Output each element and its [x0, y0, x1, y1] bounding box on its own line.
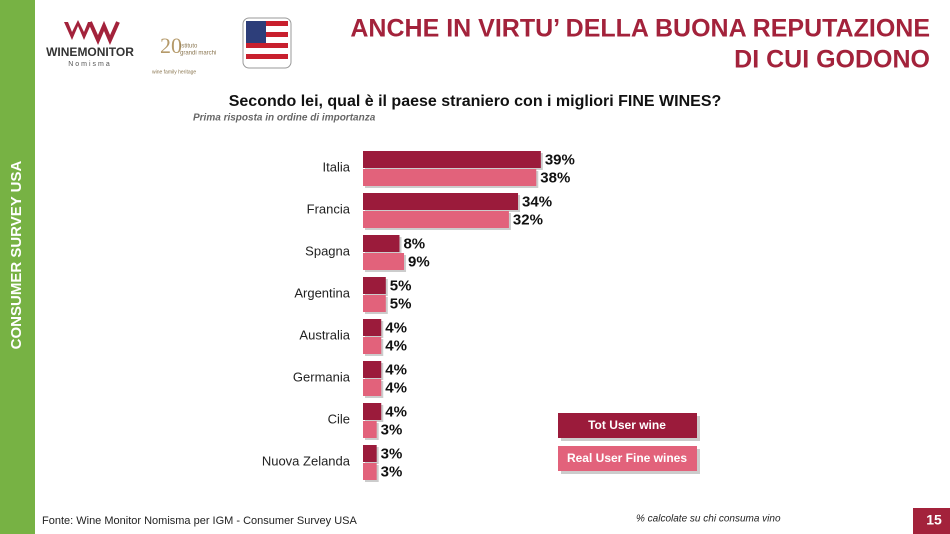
category-label: Cile [328, 411, 350, 426]
logo2-line: grandi marchi [180, 51, 216, 57]
value-label: 5% [390, 277, 412, 294]
logo2-line: wine family heritage [152, 69, 196, 75]
bar [363, 151, 541, 168]
bar [363, 379, 382, 396]
value-label: 38% [540, 169, 570, 186]
bar [363, 277, 386, 294]
logo-text: WINEMONITOR [46, 45, 134, 59]
value-label: 34% [522, 193, 552, 210]
value-label: 4% [385, 361, 407, 378]
value-label: 3% [381, 463, 403, 480]
category-label: Nuova Zelanda [262, 453, 351, 468]
value-label: 4% [385, 379, 407, 396]
logo-subtext: Nomisma [68, 61, 112, 68]
value-label: 8% [403, 235, 425, 252]
logo2-line: istituto [180, 44, 198, 50]
value-label: 4% [385, 403, 407, 420]
value-label: 4% [385, 337, 407, 354]
flag-usa [242, 17, 292, 69]
value-label: 9% [408, 253, 430, 270]
logo2-number: 20 [160, 33, 182, 58]
category-label: Argentina [294, 285, 350, 300]
bar [363, 361, 382, 378]
bar [363, 463, 377, 480]
legend-label: Tot User wine [588, 418, 666, 432]
value-label: 3% [381, 445, 403, 462]
page-title: ANCHE IN VIRTU’ DELLA BUONA REPUTAZIONE [350, 15, 930, 43]
page-number-box [913, 508, 950, 534]
bar [363, 253, 405, 270]
bar [363, 445, 377, 462]
page-title: DI CUI GODONO [734, 46, 930, 74]
logo-winemonitor [64, 20, 120, 45]
legend-swatch [558, 413, 697, 438]
legend-label: Real User Fine wines [567, 451, 687, 465]
bar [363, 235, 400, 252]
value-label: 5% [390, 295, 412, 312]
legend-swatch [558, 446, 697, 471]
category-label: Italia [323, 159, 351, 174]
bar [363, 403, 382, 420]
bar [363, 295, 386, 312]
chart-title: Secondo lei, qual è il paese straniero c… [229, 93, 722, 110]
sidebar [0, 0, 35, 534]
category-label: Germania [293, 369, 351, 384]
bar [363, 211, 509, 228]
category-label: Spagna [305, 243, 351, 258]
bar [363, 193, 519, 210]
value-label: 4% [385, 319, 407, 336]
value-label: 3% [381, 421, 403, 438]
source: Fonte: Wine Monitor Nomisma per IGM - Co… [42, 515, 357, 527]
value-label: 32% [513, 211, 543, 228]
chart-subtitle: Prima risposta in ordine di importanza [193, 113, 376, 124]
bar [363, 337, 382, 354]
sidebar-label: CONSUMER SURVEY USA [8, 161, 25, 350]
page-number: 15 [926, 512, 942, 528]
category-label: Australia [299, 327, 350, 342]
note: % calcolate su chi consuma vino [636, 514, 781, 525]
bar [363, 169, 537, 186]
value-label: 39% [545, 151, 575, 168]
bar [363, 421, 377, 438]
bar [363, 319, 382, 336]
category-label: Francia [307, 201, 351, 216]
